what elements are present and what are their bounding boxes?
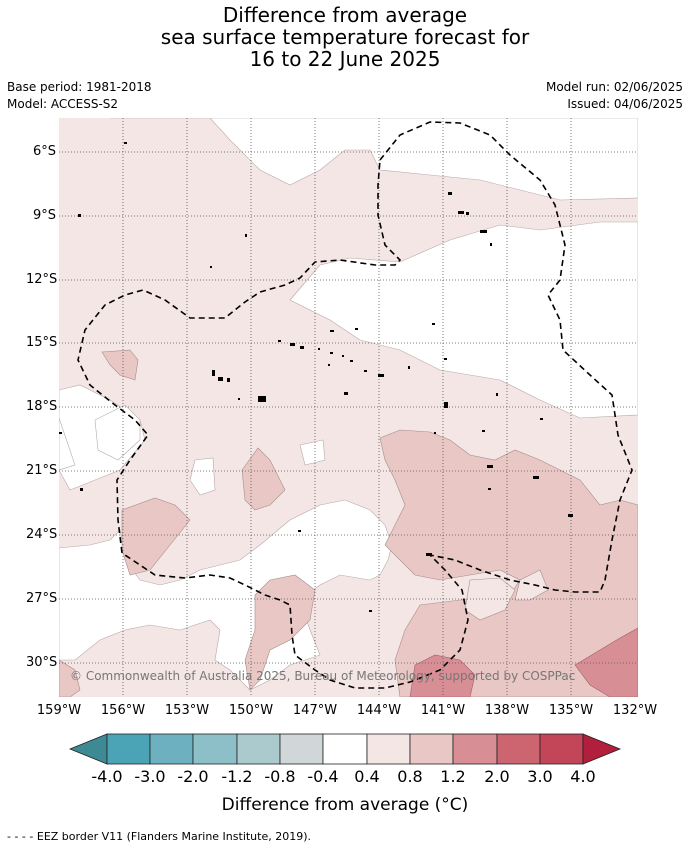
colorbar-swatch: [322, 733, 368, 765]
lon-label: 141°W: [420, 703, 466, 718]
model-name: Model: ACCESS-S2: [7, 97, 119, 111]
lat-label: 24°S: [26, 527, 58, 542]
colorbar-swatch: [539, 733, 584, 765]
colorbar-swatch: [409, 733, 454, 765]
islands: [59, 142, 573, 612]
colorbar-tick-label: -0.8: [264, 767, 296, 786]
colorbar-tick-label: 3.0: [527, 767, 553, 786]
lat-label: 30°S: [26, 655, 58, 670]
anomaly-band-0.8-1.2: [59, 349, 638, 697]
meta-left: Base period: 1981-2018 Model: ACCESS-S2: [7, 79, 152, 113]
colorbar-swatch: [236, 733, 281, 765]
colorbar-tick-label: -2.0: [177, 767, 209, 786]
issued-date: Issued: 04/06/2025: [567, 97, 683, 111]
lon-label: 144°W: [356, 703, 402, 718]
eez-legend-note: - - - - EEZ border V11 (Flanders Marine …: [7, 830, 312, 843]
lat-label: 21°S: [26, 463, 58, 478]
model-run: Model run: 02/06/2025: [545, 80, 683, 94]
lon-label: 138°W: [484, 703, 530, 718]
eez-border: [77, 121, 633, 689]
meta-right: Model run: 02/06/2025 Issued: 04/06/2025: [546, 79, 683, 113]
colorbar-swatch: [149, 733, 194, 765]
lat-label: 18°S: [26, 399, 58, 414]
graticule: [59, 118, 638, 697]
colorbar-tick-label: 1.2: [440, 767, 466, 786]
lon-label: 156°W: [100, 703, 146, 718]
colorbar-swatch: [192, 733, 238, 765]
title-line-1: Difference from average: [222, 3, 468, 27]
colorbar-tick-label: 0.8: [397, 767, 423, 786]
title-line-3: 16 to 22 June 2025: [249, 47, 441, 71]
near-average-regions: [59, 118, 638, 691]
lon-label: 132°W: [612, 703, 658, 718]
lat-label: 12°S: [26, 272, 58, 287]
lon-label: 153°W: [164, 703, 210, 718]
lat-label: 6°S: [32, 144, 56, 159]
colorbar-swatch: [106, 733, 151, 765]
lat-label: 27°S: [26, 591, 58, 606]
colorbar-under-swatch: [68, 733, 108, 765]
colorbar-tick-label: -4.0: [91, 767, 123, 786]
lat-label: 15°S: [26, 335, 58, 350]
map-plot-area: [59, 118, 638, 697]
lon-label: 135°W: [548, 703, 594, 718]
colorbar-title: Difference from average (°C): [221, 795, 469, 815]
title-line-2: sea surface temperature forecast for: [160, 25, 530, 49]
colorbar-swatch: [452, 733, 498, 765]
colorbar-swatch: [366, 733, 411, 765]
lon-label: 159°W: [36, 703, 82, 718]
colorbar-over-swatch: [582, 733, 622, 765]
base-period: Base period: 1981-2018: [7, 80, 152, 94]
colorbar-tick-label: 4.0: [570, 767, 596, 786]
copyright-notice: © Commonwealth of Australia 2025, Bureau…: [70, 669, 576, 683]
colorbar: [68, 733, 622, 765]
colorbar-tick-label: 0.4: [354, 767, 380, 786]
colorbar-tick-label: -0.4: [307, 767, 339, 786]
colorbar-tick-label: -1.2: [221, 767, 253, 786]
colorbar-swatch: [279, 733, 324, 765]
lat-label: 9°S: [32, 208, 56, 223]
lon-label: 150°W: [228, 703, 274, 718]
map-title: Difference from average sea surface temp…: [0, 4, 690, 70]
anomaly-band-1.2-2.0: [409, 627, 638, 697]
colorbar-tick-label: 2.0: [484, 767, 510, 786]
colorbar-tick-label: -3.0: [134, 767, 166, 786]
lon-label: 147°W: [292, 703, 338, 718]
colorbar-swatch: [496, 733, 541, 765]
